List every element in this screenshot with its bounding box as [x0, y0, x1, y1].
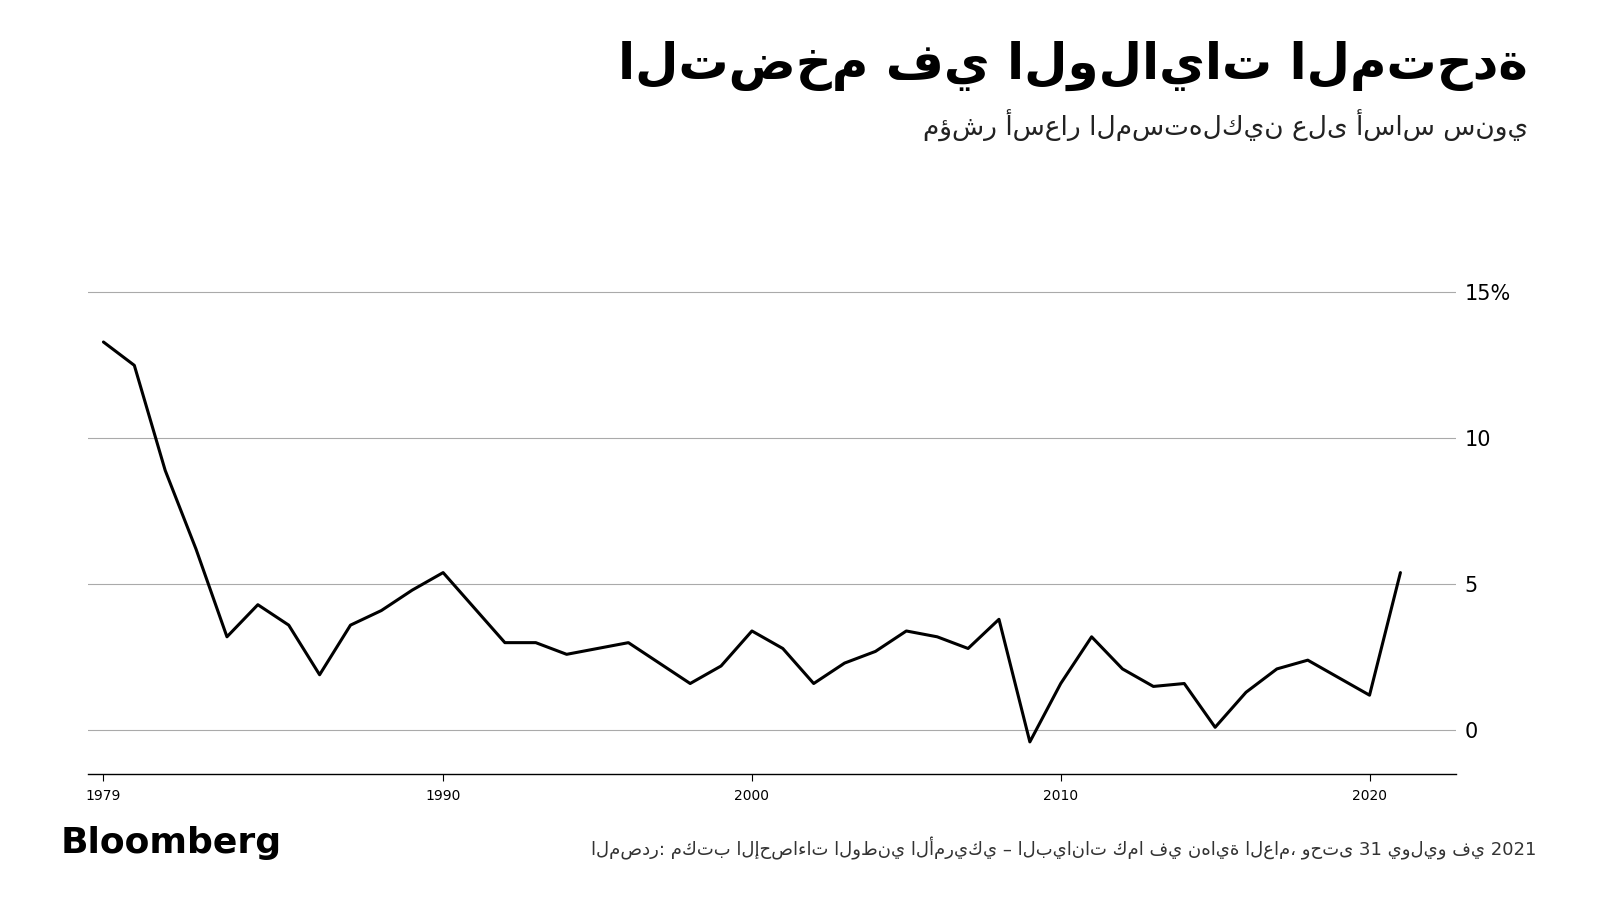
Text: المصدر: مكتب الإحصاءات الوطني الأمريكي – البيانات كما في نهاية العام، وحتى 31 يو: المصدر: مكتب الإحصاءات الوطني الأمريكي –… — [590, 836, 1536, 860]
Text: مؤشر أسعار المستهلكين على أساس سنوي: مؤشر أسعار المستهلكين على أساس سنوي — [923, 110, 1528, 142]
Text: التضخم في الولايات المتحدة: التضخم في الولايات المتحدة — [618, 40, 1528, 91]
Text: Bloomberg: Bloomberg — [61, 825, 282, 860]
